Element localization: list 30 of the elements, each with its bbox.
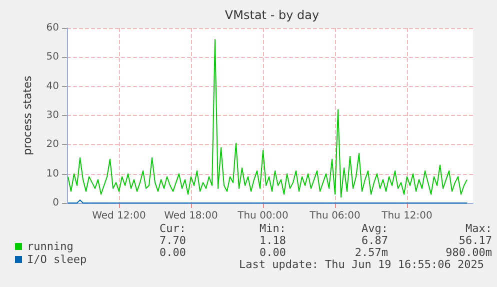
text: 980.00m — [446, 246, 492, 259]
legend-label: I/O sleep — [27, 253, 87, 266]
y-tick-label: 20 — [46, 139, 59, 150]
text: Avg: — [362, 222, 388, 235]
y-tick-label: 40 — [46, 80, 59, 92]
text: 0.00 — [260, 246, 286, 259]
text: Min: — [260, 222, 286, 235]
text: 2.57m — [354, 246, 388, 259]
text: 7.70 — [160, 234, 186, 247]
chart-title: VMstat - by day — [224, 8, 320, 22]
y-axis-title: process states — [21, 76, 34, 156]
x-tick-label: Wed 12:00 — [92, 210, 146, 222]
y-tick-label: 30 — [46, 110, 59, 121]
y-tick-label: 60 — [46, 22, 59, 34]
legend-label: running — [27, 240, 74, 253]
text: 6.87 — [362, 234, 388, 247]
line-series — [68, 39, 468, 198]
x-tick-label: Thu 06:00 — [308, 210, 360, 222]
text: 1.18 — [260, 234, 286, 247]
y-tick-label: 0 — [52, 198, 59, 208]
text: 0.00 — [160, 246, 186, 259]
y-tick-label: 50 — [46, 52, 59, 63]
y-tick-label: 10 — [46, 168, 59, 180]
text: Max: — [466, 222, 492, 235]
x-tick-label: Thu 12:00 — [380, 210, 432, 222]
x-tick-label: Wed 18:00 — [164, 210, 218, 222]
text: 56.17 — [458, 234, 492, 247]
x-tick-label: Thu 00:00 — [236, 210, 288, 222]
text: Cur: — [160, 222, 186, 235]
text: Last update: Thu Jun 19 16:55:06 2025 — [238, 258, 484, 271]
